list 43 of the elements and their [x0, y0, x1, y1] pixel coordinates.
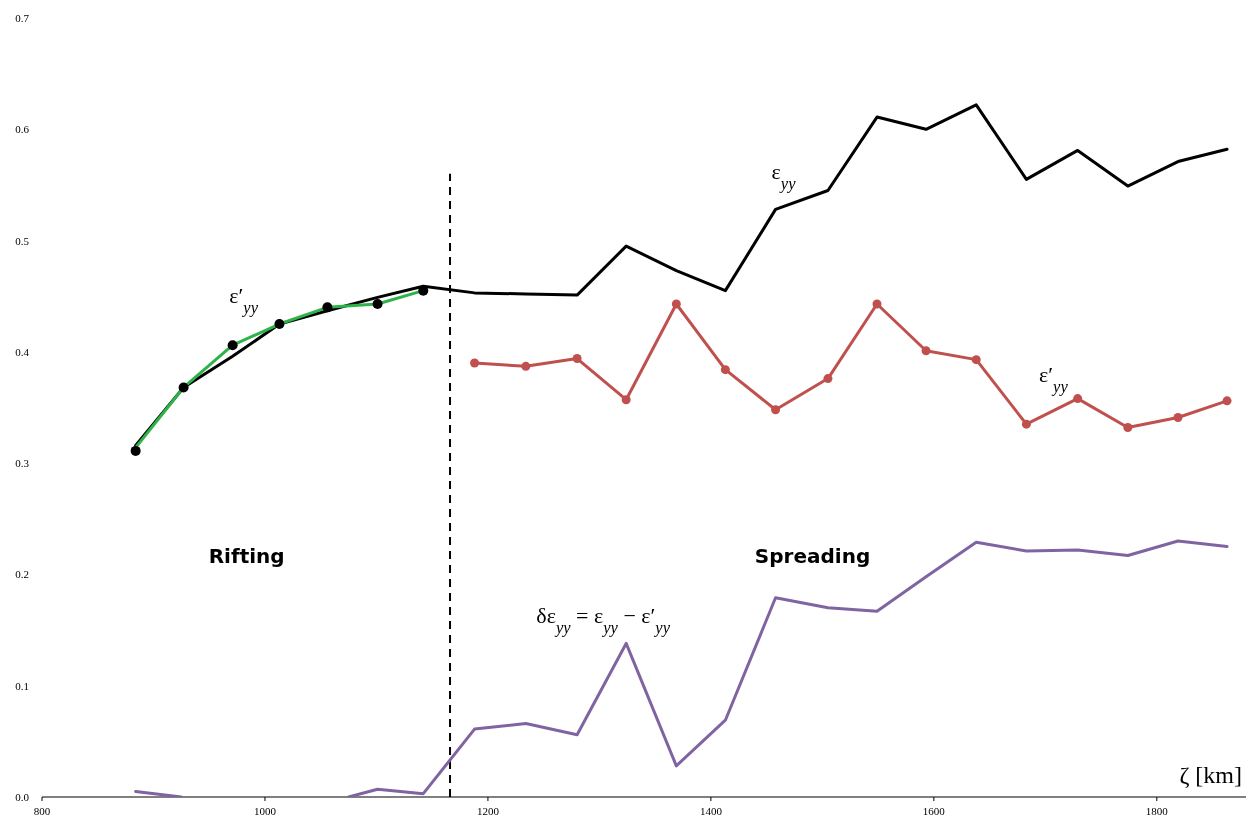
- point: [274, 319, 285, 330]
- series-label: ε′$_{yy}$: [1039, 362, 1069, 396]
- x-tick-label: 1600: [922, 805, 946, 817]
- point: [971, 355, 981, 365]
- point: [872, 299, 882, 309]
- y-tick-label: 0.7: [15, 12, 30, 24]
- point: [921, 346, 931, 356]
- x-tick-label: 1000: [253, 805, 277, 817]
- point: [227, 340, 238, 351]
- point: [130, 445, 141, 456]
- annotation: Rifting: [208, 544, 285, 569]
- x-axis-title: ζ [km]: [1179, 762, 1242, 788]
- point: [1073, 394, 1083, 404]
- point: [1021, 419, 1031, 429]
- point: [771, 405, 781, 415]
- point: [572, 354, 582, 364]
- point: [1173, 413, 1183, 423]
- point: [621, 395, 631, 405]
- x-tick-label: 1400: [699, 805, 723, 817]
- y-tick-label: 0.2: [15, 568, 29, 581]
- x-tick-label: 1200: [476, 805, 500, 817]
- y-tick-label: 0.0: [15, 791, 30, 803]
- point: [178, 382, 189, 393]
- y-tick-label: 0.6: [15, 123, 30, 136]
- y-tick-label: 0.4: [15, 345, 30, 358]
- x-tick-label: 1800: [1145, 805, 1169, 817]
- series-label: δε$_{yy}$ = ε$_{yy}$ − ε′$_{yy}$: [536, 603, 671, 637]
- point: [823, 374, 833, 384]
- point: [1123, 423, 1133, 433]
- point: [1222, 396, 1232, 406]
- x-tick-label: 800: [33, 805, 51, 817]
- point: [521, 361, 531, 371]
- y-tick-label: 0.1: [15, 679, 29, 692]
- series-label: ε$_{yy}$: [771, 159, 797, 193]
- y-tick-label: 0.5: [15, 234, 30, 247]
- point: [372, 299, 383, 309]
- point: [720, 365, 730, 375]
- point: [671, 299, 681, 309]
- point: [322, 302, 333, 313]
- y-tick-label: 0.3: [15, 457, 30, 470]
- annotation: Spreading: [754, 544, 871, 569]
- point: [470, 358, 480, 368]
- series-label: ε′$_{yy}$: [229, 283, 259, 317]
